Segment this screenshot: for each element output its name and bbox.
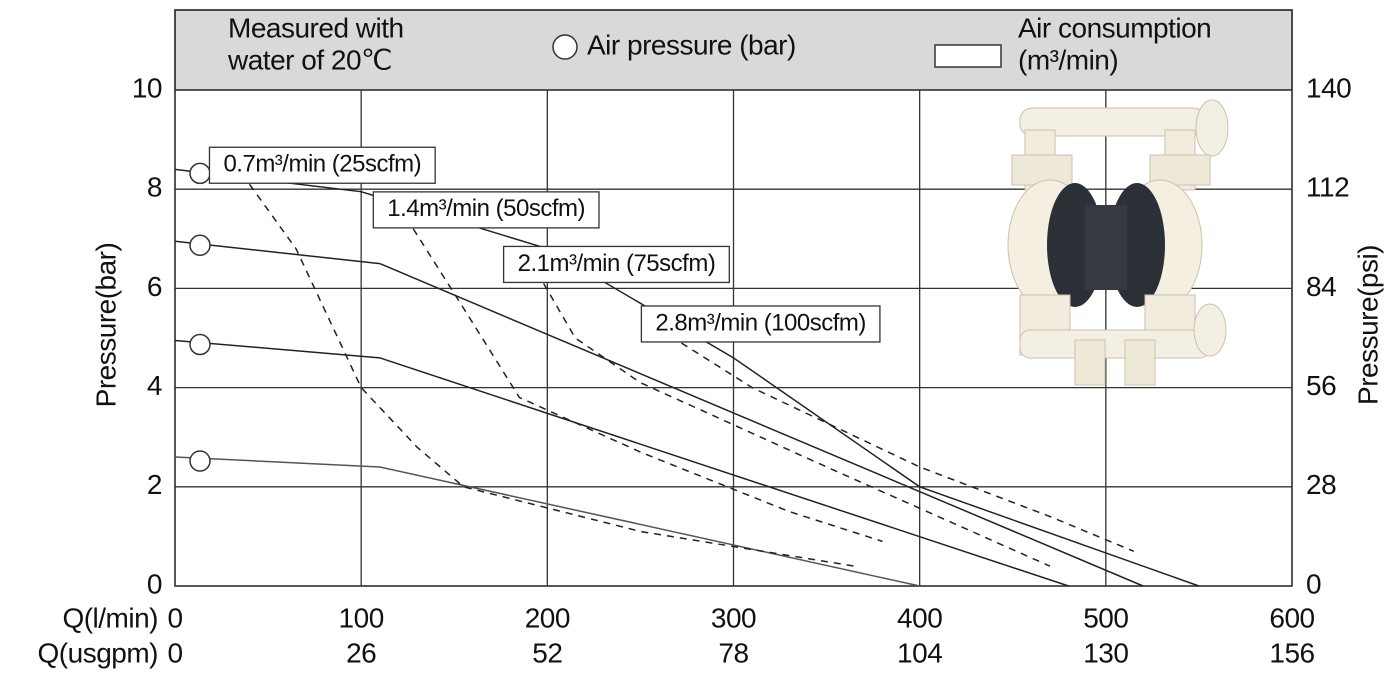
pump-illustration [1008,100,1228,385]
legend-pressure: Air pressure (bar) [587,29,796,60]
legend-consumption: Air consumption [1018,12,1211,43]
pressure-marker [190,235,210,255]
pressure-marker [190,334,210,354]
x2-tick-label: 156 [1269,637,1314,668]
consumption-curve [681,343,1133,551]
y2-axis-label: Pressure(psi) [1352,245,1383,405]
x-tick-label: 600 [1269,602,1314,633]
x2-tick-label: 0 [167,637,182,668]
x2-tick-label: 26 [346,637,376,668]
y-tick-label: 4 [147,370,162,401]
x-tick-label: 200 [525,602,570,633]
legend-consumption: (m³/min) [1018,44,1118,75]
pressure-marker [190,163,210,183]
y-tick-label: 8 [147,172,162,203]
x2-axis-label: Q(usgpm) [38,637,158,668]
chart: Measured with water of 20℃ Air pressure … [0,0,1395,676]
x-tick-label: 0 [167,602,182,633]
x-axis-label: Q(l/min) [62,602,158,633]
y2-tick-label: 28 [1306,469,1336,500]
curve-label: 2.8m³/min (100scfm) [655,309,866,336]
curve-label: 2.1m³/min (75scfm) [518,250,716,277]
y2-tick-label: 112 [1306,172,1349,203]
x2-tick-label: 104 [897,637,942,668]
curve-label: 0.7m³/min (25scfm) [223,151,421,178]
y-tick-label: 0 [147,568,162,599]
y2-tick-label: 56 [1306,370,1336,401]
consumption-curve [249,184,854,566]
x-tick-label: 400 [897,602,942,633]
x2-tick-label: 130 [1083,637,1128,668]
y-axis-label: Pressure(bar) [90,243,121,408]
header-note: Measured with [228,12,404,43]
y-tick-label: 10 [132,72,162,103]
legend-box [935,45,1001,67]
y-tick-label: 6 [147,271,162,302]
header-note: water of 20℃ [227,44,392,75]
x2-tick-label: 78 [718,637,748,668]
pressure-marker [190,451,210,471]
x2-tick-label: 52 [532,637,562,668]
y2-tick-label: 0 [1306,568,1321,599]
x-tick-label: 300 [711,602,756,633]
y2-tick-label: 140 [1306,72,1351,103]
y-tick-label: 2 [147,469,162,500]
legend-circle [553,35,577,59]
curve-label: 1.4m³/min (50scfm) [387,195,585,222]
x-tick-label: 100 [339,602,384,633]
x-tick-label: 500 [1083,602,1128,633]
y2-tick-label: 84 [1306,271,1336,302]
